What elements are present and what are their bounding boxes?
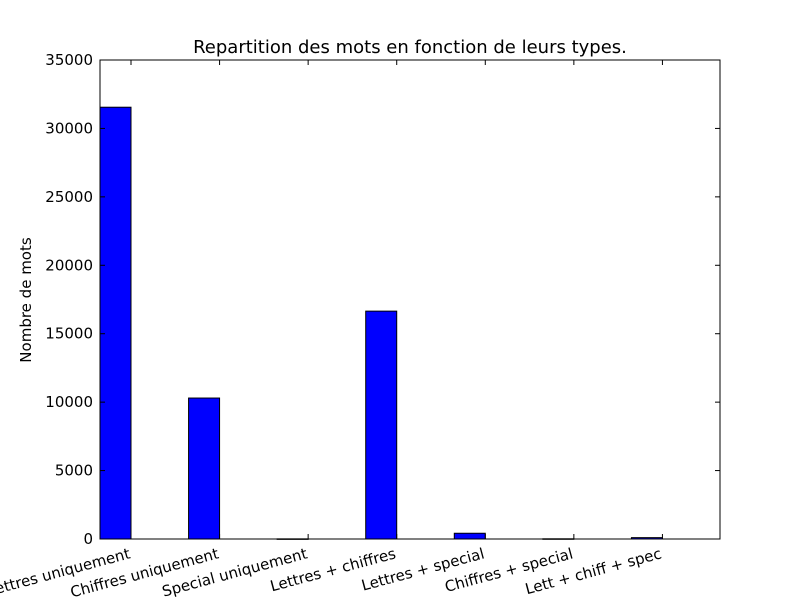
bar-5 [453,532,486,540]
y-axis: 0 5000 10000 15000 20000 25000 30000 35000 [45,51,720,548]
plot-frame [99,59,721,540]
y-tick-label-8: 35000 [45,51,93,69]
bar-2 [188,397,221,540]
bars [99,106,663,540]
bar-1 [99,106,132,540]
chart-title: Repartition des mots en fonction de leur… [193,37,627,58]
y-tick-label-6: 25000 [45,188,93,206]
y-tick-label-7: 30000 [45,119,93,137]
y-tick-label-1: 0 [83,530,93,548]
y-tick-label-2: 5000 [55,462,93,480]
bar-4 [365,310,398,540]
y-tick-label-3: 10000 [45,393,93,411]
y-tick-label-4: 15000 [45,325,93,343]
y-axis-label: Nombre de mots [17,237,35,363]
y-tick-label-5: 20000 [45,256,93,274]
